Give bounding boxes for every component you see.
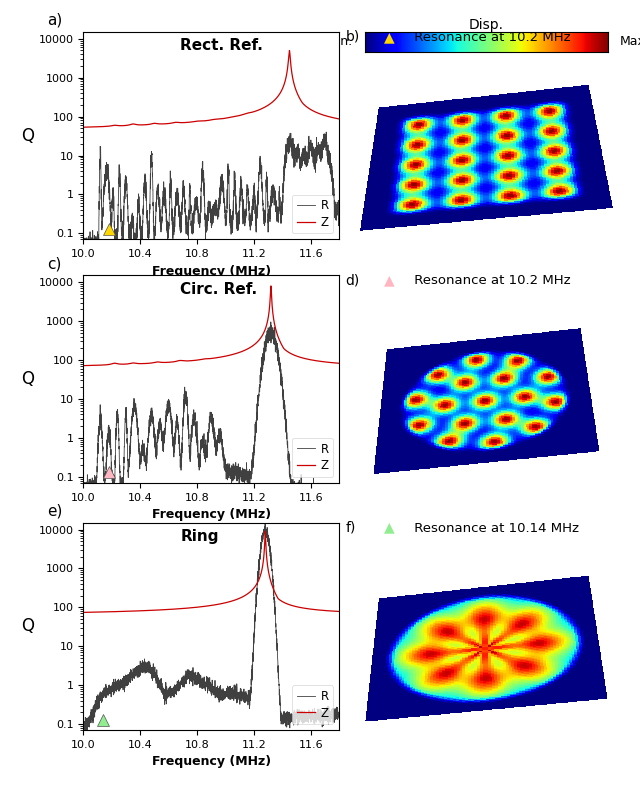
Line: Z: Z bbox=[83, 286, 339, 365]
Text: d): d) bbox=[346, 273, 360, 287]
Z bbox=[267, 281, 275, 290]
Z bbox=[189, 356, 196, 365]
Z bbox=[335, 114, 343, 124]
R bbox=[303, 147, 310, 156]
Text: Ring: Ring bbox=[180, 529, 219, 544]
R bbox=[109, 479, 116, 488]
Z bbox=[330, 606, 338, 616]
Legend: R, Z: R, Z bbox=[292, 438, 333, 477]
Legend: R, Z: R, Z bbox=[292, 195, 333, 234]
Text: Resonance at 10.2 MHz: Resonance at 10.2 MHz bbox=[410, 31, 570, 44]
Z bbox=[303, 102, 310, 112]
Z bbox=[124, 120, 131, 130]
R bbox=[178, 219, 186, 228]
X-axis label: Frequency (MHz): Frequency (MHz) bbox=[152, 756, 271, 768]
R bbox=[189, 673, 196, 682]
R bbox=[335, 710, 343, 720]
R bbox=[189, 225, 196, 235]
R bbox=[124, 204, 131, 214]
Text: f): f) bbox=[346, 520, 356, 535]
R bbox=[79, 722, 87, 732]
Text: Circ. Ref.: Circ. Ref. bbox=[180, 282, 258, 297]
Z bbox=[79, 607, 87, 617]
Z bbox=[303, 604, 310, 614]
R bbox=[330, 202, 338, 211]
Z bbox=[303, 354, 310, 364]
R bbox=[330, 705, 338, 715]
R bbox=[124, 455, 131, 464]
Line: R: R bbox=[83, 132, 339, 245]
Z bbox=[124, 359, 131, 369]
R bbox=[303, 484, 310, 493]
Z bbox=[177, 356, 185, 365]
X-axis label: Frequency (MHz): Frequency (MHz) bbox=[152, 508, 271, 521]
Line: Z: Z bbox=[83, 531, 339, 612]
Z bbox=[189, 117, 196, 127]
Y-axis label: Q: Q bbox=[21, 127, 34, 144]
Z bbox=[285, 45, 293, 55]
Z bbox=[330, 358, 338, 368]
Text: Rect. Ref.: Rect. Ref. bbox=[180, 38, 263, 53]
Z bbox=[335, 358, 343, 368]
Text: Min.: Min. bbox=[326, 35, 353, 49]
R bbox=[79, 240, 87, 250]
Title: Disp.: Disp. bbox=[469, 18, 504, 32]
Z bbox=[79, 361, 87, 370]
Z bbox=[79, 122, 87, 132]
Z bbox=[177, 118, 185, 128]
Line: Z: Z bbox=[83, 50, 339, 127]
Text: Max.: Max. bbox=[620, 35, 640, 49]
R bbox=[177, 456, 185, 466]
R bbox=[335, 484, 343, 493]
Line: R: R bbox=[83, 524, 339, 731]
Z bbox=[189, 602, 196, 612]
R bbox=[323, 128, 330, 137]
Y-axis label: Q: Q bbox=[21, 618, 34, 635]
R bbox=[330, 484, 338, 493]
Y-axis label: Q: Q bbox=[21, 370, 34, 388]
X-axis label: Frequency (MHz): Frequency (MHz) bbox=[152, 265, 271, 278]
R bbox=[109, 685, 116, 694]
R bbox=[109, 191, 116, 200]
R bbox=[79, 484, 87, 493]
R bbox=[261, 519, 269, 529]
Text: c): c) bbox=[47, 256, 61, 271]
Text: ▲: ▲ bbox=[384, 520, 395, 535]
R bbox=[124, 670, 131, 680]
Text: ▲: ▲ bbox=[384, 30, 395, 44]
Legend: R, Z: R, Z bbox=[292, 685, 333, 725]
R bbox=[303, 716, 310, 725]
R bbox=[83, 726, 90, 736]
R bbox=[335, 200, 343, 210]
Text: e): e) bbox=[47, 504, 63, 519]
Z bbox=[330, 113, 338, 123]
Z bbox=[261, 527, 269, 536]
Text: ▲: ▲ bbox=[384, 273, 395, 287]
R bbox=[79, 239, 87, 248]
R bbox=[189, 421, 196, 431]
Z bbox=[109, 120, 116, 130]
Z bbox=[124, 606, 131, 616]
Line: R: R bbox=[83, 322, 339, 488]
R bbox=[178, 678, 186, 688]
Text: a): a) bbox=[47, 13, 63, 28]
Z bbox=[109, 359, 116, 369]
Z bbox=[177, 604, 185, 614]
Z bbox=[335, 606, 343, 616]
R bbox=[267, 317, 275, 326]
Text: b): b) bbox=[346, 30, 360, 44]
Text: Resonance at 10.2 MHz: Resonance at 10.2 MHz bbox=[410, 275, 570, 287]
Text: Resonance at 10.14 MHz: Resonance at 10.14 MHz bbox=[410, 522, 579, 535]
Z bbox=[109, 607, 116, 617]
